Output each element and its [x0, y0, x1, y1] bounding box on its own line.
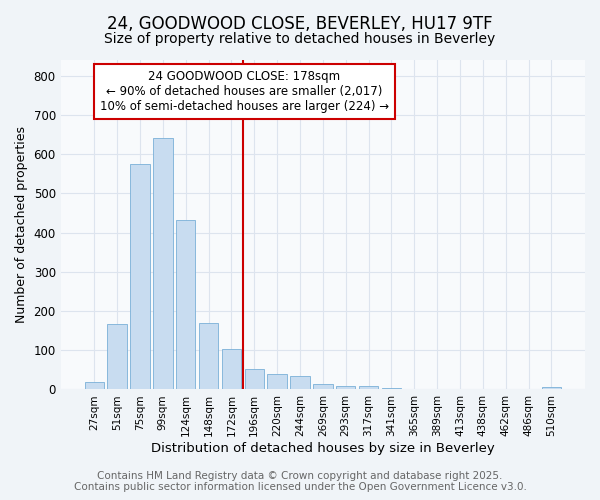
Bar — [313, 384, 332, 390]
Bar — [336, 386, 355, 390]
Bar — [221, 350, 241, 390]
Bar — [153, 138, 173, 390]
Bar — [290, 376, 310, 390]
Text: 24 GOODWOOD CLOSE: 178sqm
← 90% of detached houses are smaller (2,017)
10% of se: 24 GOODWOOD CLOSE: 178sqm ← 90% of detac… — [100, 70, 389, 113]
Bar — [542, 388, 561, 390]
Text: Size of property relative to detached houses in Beverley: Size of property relative to detached ho… — [104, 32, 496, 46]
Bar — [268, 374, 287, 390]
Bar — [107, 324, 127, 390]
Text: Contains HM Land Registry data © Crown copyright and database right 2025.
Contai: Contains HM Land Registry data © Crown c… — [74, 471, 526, 492]
Bar — [130, 164, 149, 390]
Bar — [359, 386, 378, 390]
Text: 24, GOODWOOD CLOSE, BEVERLEY, HU17 9TF: 24, GOODWOOD CLOSE, BEVERLEY, HU17 9TF — [107, 15, 493, 33]
Bar — [199, 323, 218, 390]
X-axis label: Distribution of detached houses by size in Beverley: Distribution of detached houses by size … — [151, 442, 495, 455]
Bar — [176, 220, 196, 390]
Bar — [85, 382, 104, 390]
Bar — [382, 388, 401, 390]
Bar — [245, 369, 264, 390]
Y-axis label: Number of detached properties: Number of detached properties — [15, 126, 28, 323]
Bar — [404, 388, 424, 390]
